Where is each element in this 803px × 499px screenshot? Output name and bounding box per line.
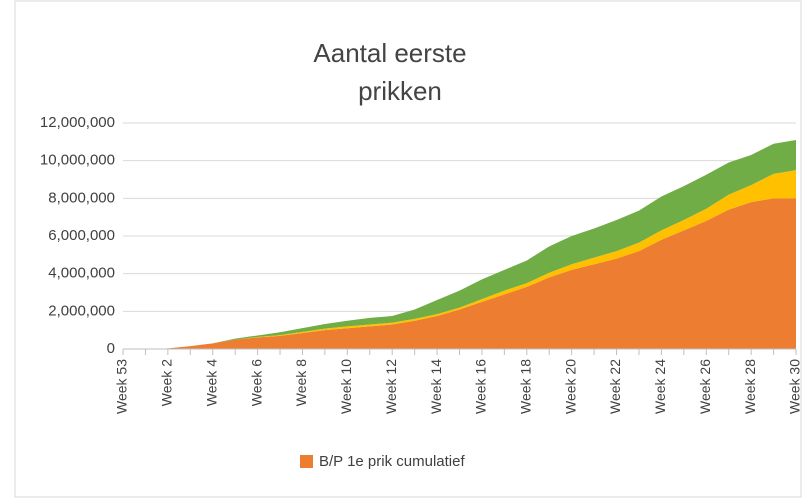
chart-title: prikken bbox=[358, 76, 442, 106]
x-tick-label: Week 14 bbox=[428, 359, 444, 414]
x-tick-label: Week 28 bbox=[742, 359, 758, 414]
x-tick-label: Week 12 bbox=[383, 359, 399, 414]
chart-title: Aantal eerste bbox=[313, 38, 466, 68]
x-tick-label: Week 8 bbox=[293, 359, 309, 406]
x-tick-label: Week 2 bbox=[159, 359, 175, 406]
x-tick-label: Week 53 bbox=[114, 359, 130, 414]
y-tick-label: 4,000,000 bbox=[48, 265, 115, 282]
x-tick-label: Week 4 bbox=[203, 359, 219, 406]
y-tick-label: 2,000,000 bbox=[48, 302, 115, 319]
x-tick-label: Week 10 bbox=[338, 359, 354, 414]
legend-swatch bbox=[300, 455, 313, 468]
area bbox=[123, 198, 796, 349]
area bbox=[123, 139, 796, 349]
x-tick-label: Week 22 bbox=[607, 359, 623, 414]
y-tick-label: 6,000,000 bbox=[48, 227, 115, 244]
x-tick-label: Week 24 bbox=[652, 359, 668, 414]
x-tick-label: Week 18 bbox=[518, 359, 534, 414]
x-tick-label: Week 6 bbox=[248, 359, 264, 406]
y-tick-label: 12,000,000 bbox=[40, 114, 115, 131]
x-tick-label: Week 16 bbox=[473, 359, 489, 414]
y-tick-label: 0 bbox=[107, 340, 115, 357]
x-tick-label: Week 30 bbox=[787, 359, 803, 414]
y-tick-label: 8,000,000 bbox=[48, 189, 115, 206]
y-tick-label: 10,000,000 bbox=[40, 152, 115, 169]
x-tick-label: Week 26 bbox=[697, 359, 713, 414]
x-tick-label: Week 20 bbox=[562, 359, 578, 414]
legend-label: B/P 1e prik cumulatief bbox=[319, 453, 465, 470]
